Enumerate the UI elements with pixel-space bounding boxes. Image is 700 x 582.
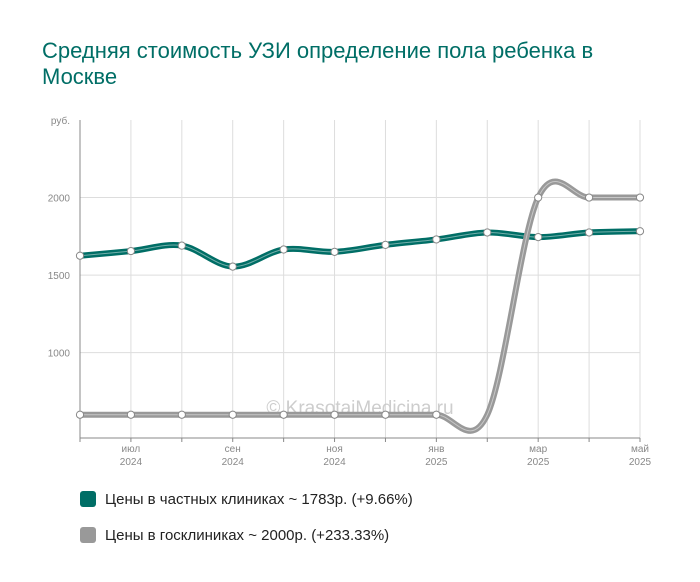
data-point-private [228,262,237,271]
data-point-private [330,247,339,256]
y-tick-label: 1000 [48,349,71,360]
y-tick-label: 2000 [48,194,71,205]
x-tick-label-year: 2024 [323,457,346,468]
data-point-state [432,410,441,419]
x-tick-label: янв [428,444,444,455]
data-point-private [483,228,492,237]
data-point-state [381,410,390,419]
data-point-private [177,241,186,250]
x-tick-label: сен [225,444,241,455]
series-line-highlight-state [80,181,640,432]
x-tick-label-year: 2025 [425,457,448,468]
x-tick-label: май [631,444,649,455]
x-tick-label: июл [122,444,141,455]
x-tick-label-year: 2024 [120,457,143,468]
x-tick-label: ноя [326,444,343,455]
legend-item-private[interactable]: Цены в частных клиниках ~ 1783р. (+9.66%… [80,488,413,510]
legend-label-private: Цены в частных клиниках ~ 1783р. (+9.66%… [105,490,413,508]
x-tick-label-year: 2025 [527,457,550,468]
data-point-state [75,410,85,419]
series-line-private [80,228,641,270]
data-point-state [228,410,237,419]
legend-swatch-state [80,527,96,543]
data-point-private [381,240,390,249]
y-axis-unit-label: руб. [51,115,70,127]
data-point-state [126,410,136,419]
legend-swatch-private [80,491,96,507]
x-tick-label-year: 2024 [222,457,245,468]
y-tick-label: 1500 [48,271,71,282]
data-point-private [75,251,85,260]
x-tick-label: мар [529,444,547,455]
data-point-private [534,233,543,242]
data-point-state [584,193,594,202]
data-point-private [279,245,288,254]
data-point-state [177,410,186,419]
data-point-state [635,193,645,202]
series-line-state [80,178,640,434]
line-chart: 1000 1500 2000 руб. июл 2024 сен 2024 ноя 2024 янв… [48,115,652,468]
series-state [80,178,640,434]
data-point-private [432,235,441,244]
data-point-private [635,227,645,236]
series-private [80,228,641,270]
data-point-state [279,410,288,419]
data-point-private [584,228,594,237]
data-point-private [126,246,136,256]
legend: Цены в частных клиниках ~ 1783р. (+9.66%… [80,488,413,560]
data-point-state [534,193,543,202]
x-tick-label-year: 2025 [629,457,652,468]
legend-item-state[interactable]: Цены в госклиниках ~ 2000р. (+233.33%) [80,524,413,546]
legend-label-state: Цены в госклиниках ~ 2000р. (+233.33%) [105,526,390,544]
data-point-state [330,410,339,419]
chart-title: Средняя стоимость УЗИ определение пола р… [42,38,594,89]
series-line-highlight-private [80,230,641,268]
